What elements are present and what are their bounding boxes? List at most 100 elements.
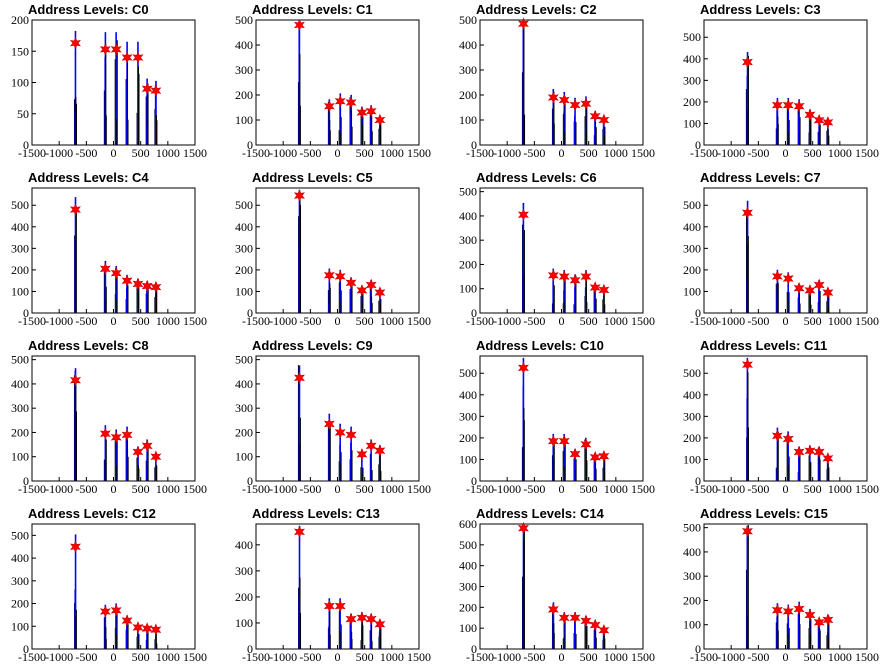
y-tick-label: 0 — [695, 642, 701, 656]
y-tick-label: 500 — [235, 13, 253, 27]
chart-svg: Address Levels: C2-1500 -1000 -500 0 500 1000… — [459, 2, 655, 160]
peak-marker — [517, 521, 529, 535]
y-tick-label: 500 — [683, 521, 701, 535]
x-tick-label: 1000 — [380, 482, 404, 496]
chart-panel: Address Levels: C4 -1500 -1000 -500 0 500 1000… — [0, 168, 224, 336]
y-tick-label: 0 — [695, 138, 701, 152]
x-tick-label: -500 — [747, 146, 769, 160]
chart-panel: Address Levels: C5 -1500 -1000 -500 0 500 1000… — [224, 168, 448, 336]
x-tick-label: -1500 — [242, 482, 270, 496]
y-tick-label: 100 — [459, 452, 477, 466]
peak-marker — [150, 450, 162, 464]
y-tick-label: 200 — [235, 88, 253, 102]
peak-marker — [356, 447, 368, 461]
y-tick-label: 400 — [683, 220, 701, 234]
chart-title: Address Levels: C2 — [476, 2, 597, 17]
x-tick-label: 500 — [132, 314, 150, 328]
x-tick-label: 1500 — [631, 314, 655, 328]
y-tick-label: 100 — [683, 452, 701, 466]
y-tick-label: 300 — [459, 233, 477, 247]
y-tick-label: 200 — [235, 425, 253, 439]
plot-frame — [31, 355, 196, 482]
peak-marker — [334, 94, 346, 108]
peak-marker — [121, 614, 133, 627]
peak-marker — [598, 283, 610, 297]
y-tick-label: 200 — [683, 263, 701, 277]
y-tick-label: 100 — [235, 450, 253, 464]
peak-marker — [558, 434, 570, 448]
x-tick-label: -1000 — [269, 146, 297, 160]
chart-title: Address Levels: C13 — [252, 506, 380, 521]
peak-marker — [110, 43, 122, 56]
chart-panel: Address Levels: C1 -1500 -1000 -500 0 500 1000… — [224, 0, 448, 168]
peak-marker — [793, 602, 805, 616]
chart-svg: Address Levels: C5-1500 -1000 -500 0 500 1000… — [235, 170, 431, 328]
peak-marker — [323, 599, 335, 613]
peak-marker — [598, 623, 610, 637]
plot-frame — [255, 523, 420, 650]
peak-marker — [517, 17, 529, 31]
chart-svg: Address Levels: C7-1500 -1000 -500 0 500 1000… — [683, 170, 879, 328]
x-tick-label: 500 — [132, 482, 150, 496]
y-tick-label: 400 — [235, 220, 253, 234]
x-tick-label: 1500 — [183, 146, 207, 160]
chart-title: Address Levels: C15 — [700, 506, 828, 521]
y-tick-label: 300 — [683, 569, 701, 583]
x-tick-label: 500 — [580, 650, 598, 664]
y-tick-label: 200 — [683, 95, 701, 109]
x-tick-label: -1500 — [690, 314, 718, 328]
peak-marker — [110, 431, 122, 444]
peak-marker — [69, 36, 81, 50]
chart-panel: Address Levels: C2 -1500 -1000 -500 0 500 1000… — [448, 0, 672, 168]
x-tick-label: -1000 — [717, 650, 745, 664]
x-tick-label: 1000 — [156, 146, 180, 160]
y-tick-label: 300 — [235, 63, 253, 77]
peak-marker — [589, 450, 601, 464]
peak-marker — [580, 438, 592, 451]
y-tick-label: 200 — [459, 257, 477, 271]
x-tick-label: 1500 — [183, 314, 207, 328]
chart-title: Address Levels: C4 — [28, 170, 149, 185]
peak-marker — [589, 109, 601, 123]
x-tick-label: 0 — [111, 146, 117, 160]
x-tick-label: 1500 — [631, 482, 655, 496]
y-tick-label: 400 — [683, 388, 701, 402]
plot-frame — [479, 523, 644, 650]
peak-marker — [793, 281, 805, 295]
x-tick-label: -1500 — [690, 146, 718, 160]
y-tick-label: 500 — [459, 13, 477, 27]
y-tick-label: 300 — [235, 564, 253, 578]
peak-marker — [741, 206, 753, 220]
chart-svg: Address Levels: C6-1500 -1000 -500 0 500 1000… — [459, 170, 655, 328]
plot-frame — [479, 19, 644, 146]
x-tick-label: 0 — [783, 650, 789, 664]
peak-marker — [150, 623, 162, 636]
peak-marker — [741, 524, 753, 538]
x-tick-label: -1500 — [242, 146, 270, 160]
x-tick-label: -1000 — [717, 482, 745, 496]
plot-frame — [479, 355, 644, 482]
peak-marker — [323, 417, 335, 431]
peak-marker — [99, 262, 111, 276]
x-tick-label: -500 — [299, 146, 321, 160]
peak-marker — [771, 270, 783, 283]
x-tick-label: -500 — [747, 482, 769, 496]
x-tick-label: -500 — [75, 482, 97, 496]
peak-marker — [293, 189, 305, 202]
plot-frame — [31, 187, 196, 314]
y-tick-label: 600 — [459, 517, 477, 531]
y-tick-label: 400 — [11, 377, 29, 391]
y-tick-label: 400 — [459, 388, 477, 402]
y-tick-label: 100 — [683, 284, 701, 298]
y-tick-label: 200 — [683, 593, 701, 607]
peak-marker — [334, 270, 346, 283]
peak-marker — [345, 612, 357, 626]
y-tick-label: 300 — [235, 401, 253, 415]
x-tick-label: -1500 — [466, 650, 494, 664]
y-tick-label: 200 — [235, 263, 253, 277]
peak-marker — [782, 272, 794, 285]
x-tick-label: -500 — [75, 146, 97, 160]
peak-marker — [141, 439, 153, 453]
x-tick-label: 500 — [804, 146, 822, 160]
